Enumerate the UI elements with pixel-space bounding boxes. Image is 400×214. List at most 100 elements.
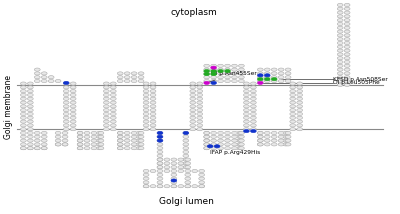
Text: KFSD p.Asn508Ser: KFSD p.Asn508Ser: [333, 77, 388, 82]
Circle shape: [185, 162, 191, 165]
Circle shape: [297, 101, 302, 104]
Circle shape: [104, 116, 109, 119]
Circle shape: [337, 30, 343, 33]
Circle shape: [124, 72, 130, 75]
Circle shape: [150, 105, 156, 108]
Circle shape: [77, 131, 83, 135]
Circle shape: [183, 158, 189, 161]
Circle shape: [211, 147, 216, 150]
Circle shape: [164, 162, 170, 165]
Circle shape: [197, 120, 203, 123]
Circle shape: [199, 185, 204, 188]
Circle shape: [344, 22, 350, 26]
Circle shape: [218, 135, 224, 138]
Circle shape: [157, 154, 163, 157]
Circle shape: [63, 93, 69, 97]
Circle shape: [41, 139, 47, 142]
Circle shape: [143, 128, 149, 131]
Circle shape: [218, 72, 224, 75]
Circle shape: [157, 162, 163, 165]
Circle shape: [70, 112, 76, 116]
Circle shape: [34, 135, 40, 138]
Circle shape: [164, 185, 170, 188]
Circle shape: [278, 139, 284, 142]
Circle shape: [20, 143, 26, 146]
Circle shape: [183, 135, 189, 138]
Circle shape: [84, 131, 90, 135]
Circle shape: [91, 135, 97, 138]
Circle shape: [190, 82, 196, 85]
Circle shape: [185, 181, 191, 184]
Circle shape: [344, 42, 350, 45]
Circle shape: [98, 135, 104, 138]
Circle shape: [104, 93, 109, 97]
Circle shape: [178, 185, 184, 188]
Circle shape: [185, 185, 191, 188]
Circle shape: [290, 124, 296, 127]
Circle shape: [98, 131, 104, 135]
Circle shape: [157, 150, 163, 154]
Circle shape: [197, 82, 203, 85]
Circle shape: [20, 147, 26, 150]
Circle shape: [244, 112, 249, 116]
Circle shape: [143, 185, 149, 188]
Circle shape: [190, 116, 196, 119]
Circle shape: [77, 143, 83, 146]
Circle shape: [236, 131, 242, 135]
Circle shape: [63, 105, 69, 108]
Circle shape: [98, 143, 104, 146]
Circle shape: [157, 135, 163, 138]
Circle shape: [138, 135, 144, 138]
Circle shape: [171, 179, 177, 182]
Circle shape: [337, 11, 343, 14]
Circle shape: [197, 116, 203, 119]
Circle shape: [143, 86, 149, 89]
Circle shape: [192, 185, 198, 188]
Circle shape: [183, 131, 189, 135]
Circle shape: [20, 135, 26, 138]
Circle shape: [197, 108, 203, 112]
Circle shape: [211, 81, 216, 85]
Circle shape: [110, 86, 116, 89]
Circle shape: [218, 76, 224, 79]
Circle shape: [283, 139, 289, 142]
Circle shape: [62, 135, 68, 138]
Circle shape: [157, 158, 163, 161]
Circle shape: [96, 135, 102, 138]
Circle shape: [28, 139, 33, 142]
Circle shape: [232, 143, 237, 146]
Circle shape: [244, 116, 249, 119]
Circle shape: [20, 90, 26, 93]
Circle shape: [290, 82, 296, 85]
Circle shape: [171, 181, 177, 184]
Circle shape: [157, 147, 163, 150]
Circle shape: [337, 19, 343, 22]
Circle shape: [28, 105, 33, 108]
Circle shape: [98, 139, 104, 142]
Circle shape: [238, 64, 244, 67]
Circle shape: [150, 169, 156, 172]
Circle shape: [157, 177, 163, 180]
Circle shape: [41, 147, 47, 150]
Circle shape: [285, 79, 291, 83]
Circle shape: [150, 128, 156, 131]
Circle shape: [190, 101, 196, 104]
Circle shape: [337, 49, 343, 52]
Circle shape: [258, 131, 263, 135]
Circle shape: [232, 139, 237, 142]
Circle shape: [238, 131, 244, 135]
Circle shape: [250, 120, 256, 123]
Circle shape: [236, 135, 242, 138]
Circle shape: [218, 70, 224, 73]
Circle shape: [117, 135, 123, 138]
Circle shape: [63, 101, 69, 104]
Circle shape: [337, 53, 343, 56]
Circle shape: [104, 97, 109, 100]
Circle shape: [138, 79, 144, 83]
Circle shape: [258, 74, 263, 77]
Circle shape: [143, 173, 149, 176]
Circle shape: [197, 93, 203, 97]
Circle shape: [138, 143, 144, 146]
Circle shape: [117, 72, 123, 75]
Circle shape: [250, 90, 256, 93]
